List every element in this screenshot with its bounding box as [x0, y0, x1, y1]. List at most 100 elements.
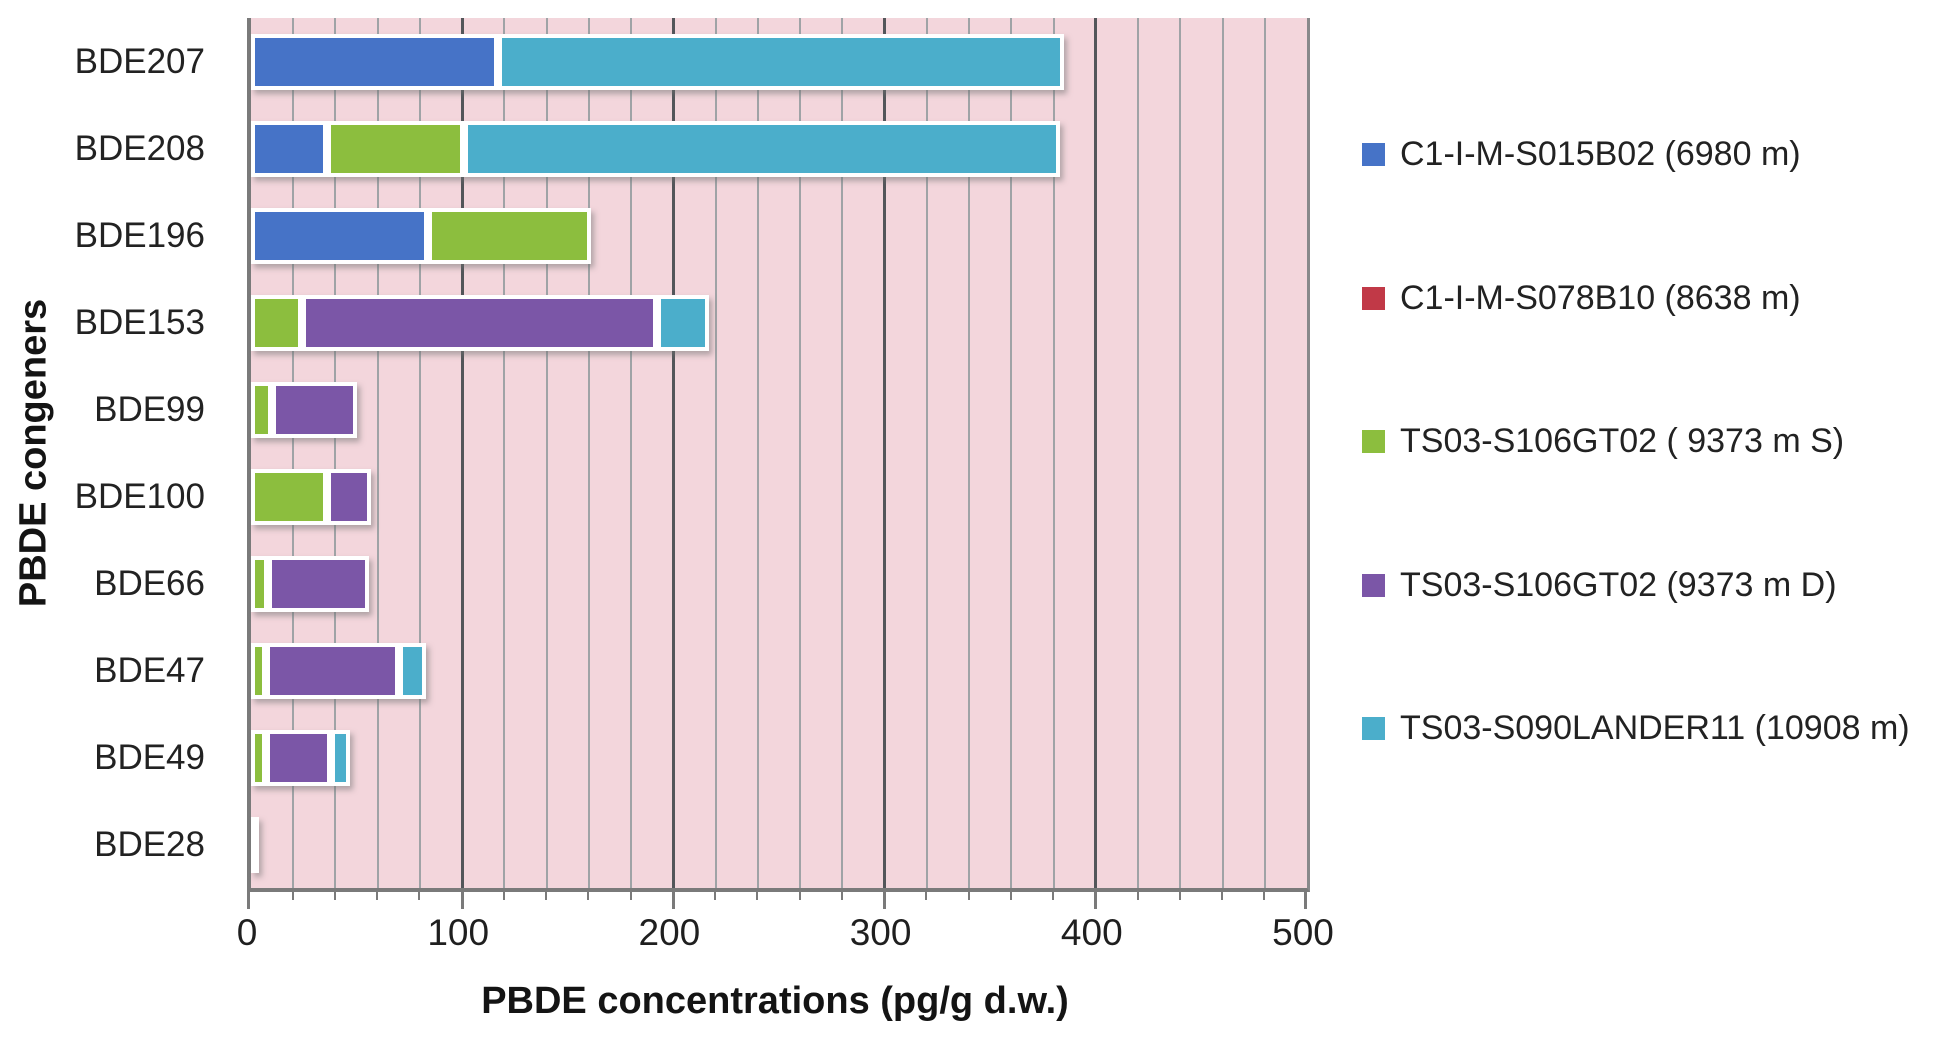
gridline-minor	[334, 18, 337, 888]
bar-segment	[265, 642, 399, 699]
x-axis-tick	[333, 892, 336, 900]
x-axis-tick	[1178, 892, 1181, 900]
category-label: BDE196	[74, 216, 205, 255]
bar-BDE153	[251, 294, 710, 351]
x-axis-tick	[247, 892, 250, 909]
gridline-minor	[968, 18, 971, 888]
x-axis-tick	[545, 892, 548, 900]
category-label: BDE153	[74, 303, 205, 342]
bar-BDE100	[251, 468, 372, 525]
bar-segment	[327, 468, 372, 525]
x-axis-tick	[1263, 892, 1266, 900]
x-axis-tick	[629, 892, 632, 900]
bar-segment	[251, 468, 328, 525]
x-axis-tick	[376, 892, 379, 900]
gridline-minor	[1010, 18, 1013, 888]
category-label: BDE207	[74, 42, 205, 81]
x-axis-tick-label: 400	[1060, 912, 1123, 953]
x-axis-tick-label: 0	[236, 912, 258, 953]
legend-swatch	[1362, 143, 1385, 166]
category-label: BDE49	[94, 738, 205, 777]
bar-segment	[464, 120, 1060, 177]
gridline-minor	[292, 18, 295, 888]
bar-segment	[251, 642, 266, 699]
x-axis-tick-label: 300	[849, 912, 912, 953]
legend-swatch	[1362, 717, 1385, 741]
gridline-minor	[545, 18, 548, 888]
bar-segment	[272, 381, 357, 438]
x-axis-tick	[587, 892, 590, 900]
bar-segment	[301, 294, 657, 351]
category-axis-labels: BDE207 BDE208 BDE196 BDE153 BDE99 BDE100 BDE66…	[0, 18, 205, 888]
bar-segment	[498, 33, 1065, 90]
bar-BDE28	[251, 816, 259, 873]
bar-BDE49	[251, 729, 351, 786]
x-axis-tick	[291, 892, 294, 900]
legend-item: TS03-S090LANDER11 (10908 m)	[1362, 709, 1910, 748]
bar-segment	[398, 642, 427, 699]
bar-BDE66	[251, 555, 370, 612]
gridline-minor	[1052, 18, 1055, 888]
category-label: BDE100	[74, 477, 205, 516]
bar-segment	[251, 729, 266, 786]
legend-label: C1-I-M-S015B02 (6980 m)	[1400, 135, 1801, 173]
gridline-major	[671, 18, 675, 888]
x-axis-tick	[883, 892, 887, 909]
x-axis-tick	[967, 892, 970, 900]
gridline-minor	[799, 18, 802, 888]
legend-label: TS03-S106GT02 (9373 m D)	[1400, 565, 1837, 604]
bar-BDE196	[251, 207, 592, 264]
legend-label: C1-I-M-S078B10 (8638 m)	[1400, 278, 1801, 317]
x-axis-tick	[1136, 892, 1139, 900]
gridline-major	[460, 18, 464, 888]
legend-item: C1-I-M-S015B02 (6980 m)	[1362, 135, 1801, 174]
bar-segment	[251, 33, 499, 90]
category-label: BDE208	[74, 129, 205, 168]
category-label: BDE28	[94, 825, 205, 864]
legend-item: TS03-S106GT02 ( 9373 m S)	[1362, 422, 1844, 461]
legend-label: TS03-S090LANDER11 (10908 m)	[1400, 709, 1910, 748]
bar-BDE99	[251, 381, 357, 438]
x-axis-tick	[1304, 892, 1307, 909]
gridline-minor	[630, 18, 633, 888]
legend-item: C1-I-M-S078B10 (8638 m)	[1362, 279, 1801, 318]
bar-segment	[331, 729, 351, 786]
bar-segment	[251, 120, 328, 177]
x-axis-tick	[756, 892, 759, 900]
x-axis-tick	[1009, 892, 1012, 900]
gridline-minor	[1179, 18, 1182, 888]
legend-item: TS03-S106GT02 (9373 m D)	[1362, 566, 1837, 605]
x-axis-tick	[925, 892, 928, 900]
bar-BDE207	[251, 33, 1065, 90]
gridline-minor	[418, 18, 421, 888]
category-label: BDE66	[94, 564, 205, 603]
legend-swatch	[1362, 573, 1385, 597]
gridline-major	[883, 18, 887, 888]
bar-segment	[656, 294, 710, 351]
gridline-minor	[1221, 18, 1224, 888]
x-axis-tick	[1094, 892, 1098, 909]
legend-swatch	[1362, 286, 1385, 310]
x-axis-tick	[460, 892, 464, 909]
gridline-minor	[841, 18, 844, 888]
gridline-minor	[503, 18, 506, 888]
x-axis-tick	[671, 892, 675, 909]
gridline-minor	[1137, 18, 1140, 888]
gridline-minor	[587, 18, 590, 888]
bar-segment	[251, 816, 259, 873]
bar-segment	[251, 294, 302, 351]
gridline-minor	[714, 18, 717, 888]
bar-BDE47	[251, 642, 427, 699]
gridline-minor	[925, 18, 928, 888]
x-axis-tick	[502, 892, 505, 900]
x-axis-tick	[798, 892, 801, 900]
bar-segment	[428, 207, 592, 264]
bar-segment	[327, 120, 465, 177]
x-axis-tick	[840, 892, 843, 900]
x-axis-tick	[714, 892, 717, 900]
bar-segment	[265, 729, 332, 786]
bar-segment	[251, 207, 429, 264]
x-axis-title: PBDE concentrations (pg/g d.w.)	[481, 980, 1069, 1022]
bar-segment	[267, 555, 370, 612]
